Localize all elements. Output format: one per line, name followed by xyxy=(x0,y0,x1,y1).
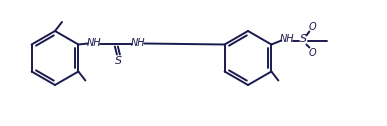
Text: O: O xyxy=(308,22,316,32)
Text: S: S xyxy=(115,55,122,66)
Text: NH: NH xyxy=(87,38,102,48)
Text: NH: NH xyxy=(131,38,146,48)
Text: NH: NH xyxy=(280,35,295,44)
Text: O: O xyxy=(308,48,316,57)
Text: S: S xyxy=(300,35,307,44)
